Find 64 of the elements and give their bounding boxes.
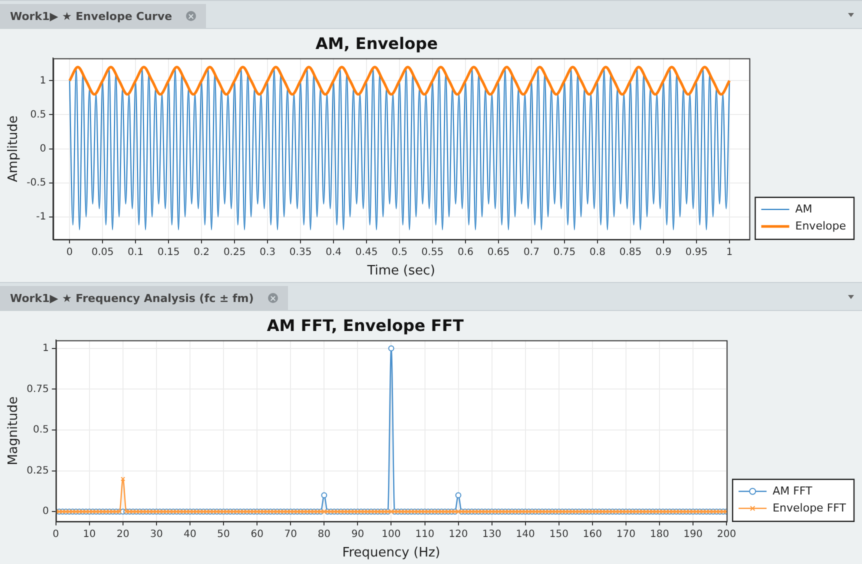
x-tick-label: 90: [351, 528, 364, 540]
x-tick-label: 150: [549, 528, 568, 540]
x-tick-label: 0.65: [487, 246, 510, 258]
y-tick-label: -0.5: [26, 177, 46, 188]
y-tick-label: 0.75: [26, 384, 49, 395]
y-tick-label: 0.5: [30, 109, 46, 120]
x-tick-label: 160: [582, 528, 602, 540]
x-tick-label: 30: [150, 528, 163, 540]
x-tick-label: 1: [726, 246, 733, 258]
x-tick-label: 10: [83, 528, 96, 540]
x-tick-label: 100: [382, 528, 401, 540]
x-tick-label: 130: [482, 528, 502, 540]
x-tick-label: 20: [116, 528, 130, 540]
x-tick-label: 0.9: [656, 246, 672, 258]
x-axis-title: Frequency (Hz): [342, 546, 440, 561]
x-tick-label: 0.8: [590, 246, 606, 258]
x-tick-label: 0.45: [355, 246, 378, 258]
x-tick-label: 0.35: [289, 246, 312, 258]
x-tick-label: 80: [318, 528, 331, 540]
x-tick-label: 140: [516, 528, 535, 540]
y-tick-label: 1: [40, 75, 46, 86]
x-tick-label: 0: [52, 528, 60, 540]
x-tick-label: 0.55: [421, 246, 444, 258]
x-tick-label: 0.1: [128, 246, 144, 258]
x-tick-label: 0.95: [685, 246, 708, 258]
x-tick-label: 0.5: [392, 246, 408, 258]
legend-label: AM FFT: [772, 484, 813, 498]
text: Work1▶ ★ Frequency Analysis (fc ± fm): [10, 292, 254, 304]
x-tick-label: 190: [684, 528, 703, 540]
x-tick-label: 60: [250, 528, 264, 540]
x-tick-label: 0.6: [458, 246, 474, 258]
x-tick-label: 110: [415, 528, 434, 540]
x-tick-label: 0: [66, 246, 73, 258]
y-tick-label: 0: [42, 506, 49, 518]
x-tick-label: 0.15: [157, 246, 180, 258]
x-tick-label: 180: [650, 528, 670, 540]
x-tick-label: 0.75: [553, 246, 576, 258]
x-tick-label: 0.05: [91, 246, 114, 258]
x-tick-label: 0.3: [260, 246, 276, 258]
y-tick-label: 0.5: [32, 424, 49, 436]
x-tick-label: 50: [217, 528, 230, 540]
legend-label: AM: [795, 202, 812, 216]
x-tick-label: 0.85: [619, 246, 642, 258]
x-tick-label: 40: [184, 528, 196, 540]
y-tick-label: 1: [42, 342, 49, 354]
y-tick-label: 0: [40, 143, 46, 154]
chart-title: AM FFT, Envelope FFT: [266, 316, 464, 335]
y-axis-title: Amplitude: [6, 115, 22, 182]
legend-label: Envelope: [795, 219, 846, 232]
y-tick-label: -1: [36, 212, 46, 223]
x-tick-label: 0.4: [326, 246, 342, 258]
chart-title: AM, Envelope: [315, 34, 438, 53]
x-tick-label: 170: [616, 528, 636, 540]
y-axis-title: Magnitude: [6, 396, 22, 466]
x-tick-label: 70: [284, 528, 297, 540]
legend-label: Envelope FFT: [772, 501, 846, 514]
x-tick-label: 200: [717, 528, 736, 540]
x-tick-label: 0.2: [194, 246, 210, 258]
x-tick-label: 120: [448, 528, 468, 540]
x-tick-label: 0.7: [524, 246, 540, 258]
text: Work1▶ ★ Envelope Curve: [10, 10, 172, 22]
x-tick-label: 0.25: [223, 246, 246, 258]
x-axis-title: Time (sec): [366, 264, 436, 279]
y-tick-label: 0.25: [26, 465, 49, 476]
